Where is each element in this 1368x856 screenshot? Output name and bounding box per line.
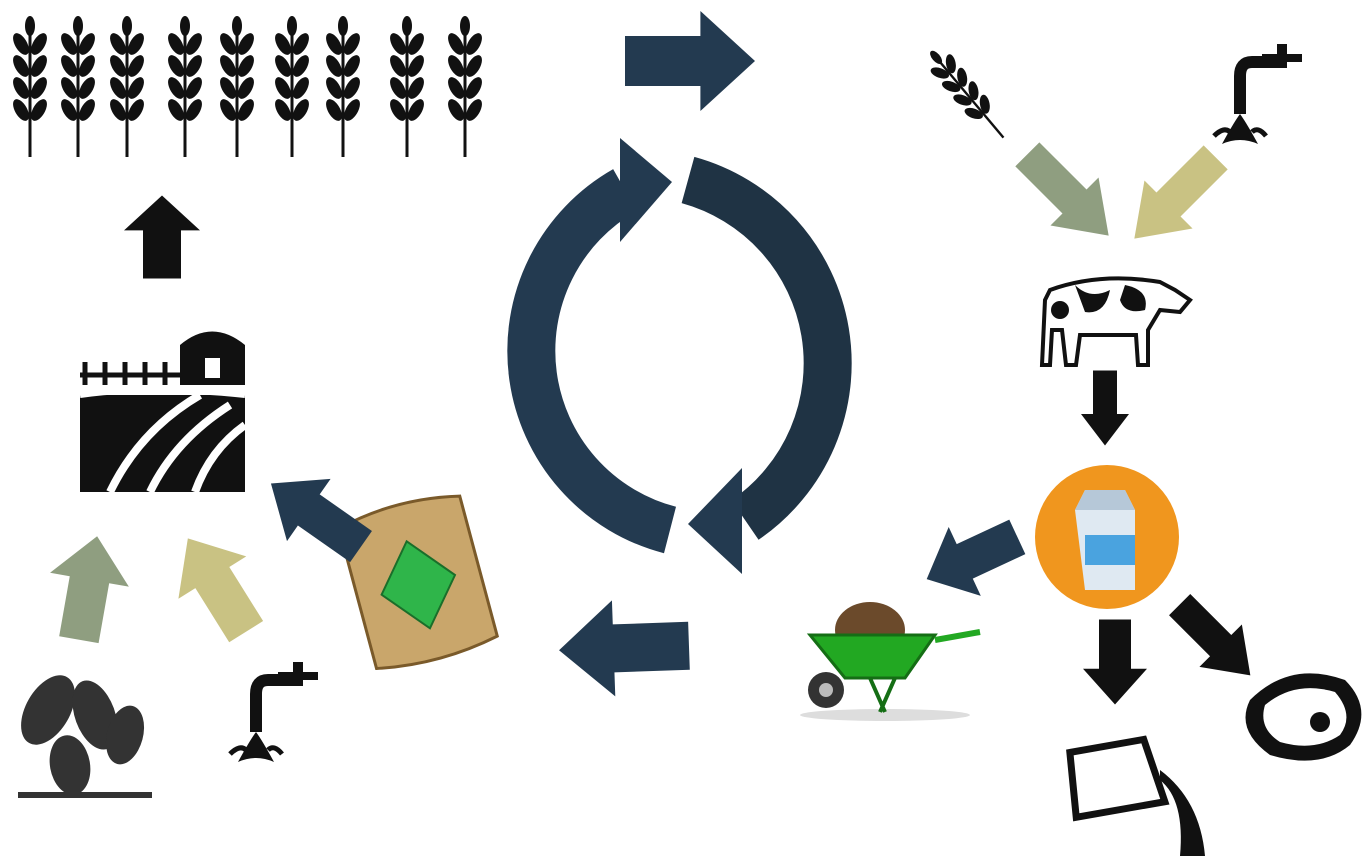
arrow: [1003, 130, 1132, 259]
arrow: [154, 517, 280, 653]
arrow: [911, 502, 1034, 613]
arrow: [39, 529, 136, 646]
steak-icon: [1246, 673, 1362, 760]
arrow: [1081, 371, 1129, 446]
arrow: [124, 196, 200, 279]
fertilizer-bag: [337, 489, 499, 675]
arrow: [1110, 133, 1239, 262]
wheat-row: [10, 16, 485, 157]
field-icon: [80, 332, 245, 493]
wheat-icon: [919, 41, 1016, 148]
wheelbarrow-icon: [800, 602, 980, 721]
arrow: [1083, 620, 1147, 705]
diagram: [0, 0, 1368, 856]
arrow: [1158, 583, 1271, 696]
cycle-head: [620, 138, 672, 242]
pour-icon: [1065, 738, 1205, 856]
milk-icon: [1035, 465, 1179, 609]
cow-icon: [1042, 278, 1190, 365]
seeds-icon: [10, 666, 152, 798]
cycle: [531, 138, 827, 574]
cycle-arc: [531, 190, 670, 530]
tap-icon: [230, 662, 318, 762]
tap-icon: [1214, 44, 1302, 144]
cycle-head: [688, 468, 742, 574]
cycle-arc: [688, 180, 828, 520]
arrow: [625, 11, 755, 111]
page: (() => { const data = JSON.parse(documen…: [0, 0, 1368, 856]
arrow: [557, 598, 690, 698]
